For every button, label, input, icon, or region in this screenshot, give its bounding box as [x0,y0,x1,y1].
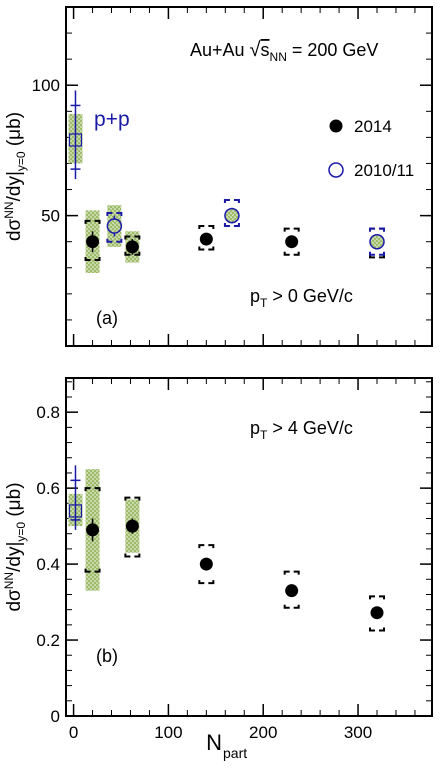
data-point-2014 [86,523,100,537]
point-2014-syst-cap-bottom-left [124,553,131,558]
point-2014-syst-cap-bottom-right [293,251,300,256]
panel-tag: (a) [96,308,118,328]
pt-cut-label: pT > 0 GeV/c [250,286,353,310]
point-2014-syst-cap-bottom-left [124,251,131,256]
x-tick-label: 200 [249,723,277,742]
point-2014-syst-cap-bottom-left [369,627,376,632]
collision-system-label: Au+Au √sNN = 200 GeV [190,39,378,64]
data-point-2014 [285,235,299,249]
point-2010-syst-cap-top-left [223,198,230,203]
point-2014-syst-cap-bottom-right [379,627,386,632]
data-point-2014 [199,557,213,571]
point-2010-syst-cap-bottom-left [223,223,230,228]
point-2014-syst-cap-top-left [283,227,290,232]
point-2014-syst-cap-bottom-left [198,246,205,251]
point-2014-syst-cap-top-right [134,496,141,501]
plot-frame [65,6,433,347]
point-2014-syst-cap-bottom-left [84,256,91,261]
point-2010-syst-cap-top-left [369,227,376,232]
point-2014-syst-cap-bottom-right [293,604,300,609]
point-2014-syst-cap-bottom-right [134,553,141,558]
point-2010-syst-cap-bottom-left [106,238,113,243]
y-tick-label: 0.4 [36,555,60,574]
data-point-2014 [199,232,213,246]
x-tick-label: 100 [154,723,182,742]
point-2014-syst-cap-top-right [208,544,215,549]
point-2014-syst-cap-top-left [369,595,376,600]
data-point-2010 [224,207,240,224]
data-point-2014 [370,606,384,620]
data-point-2014 [86,235,100,249]
x-axis-label-main: N [206,730,222,755]
point-2010-syst-cap-top-right [379,227,386,232]
point-2014-syst-cap-top-left [124,496,131,501]
panel-tag: (b) [96,646,118,666]
pp-marker [68,133,83,147]
y-axis-label: dσNN/dy|y=0 (μb) [2,482,28,611]
x-axis-title: N part [206,730,247,761]
point-2014-syst-cap-bottom-right [208,246,215,251]
legend-marker-filled-circle [329,119,343,133]
point-2014-syst-cap-bottom-left [84,568,91,573]
point-2014-syst-cap-top-right [94,487,101,492]
point-2010-syst-cap-top-left [106,212,113,217]
legend-label: 2010/11 [354,161,414,180]
point-2014-syst-cap-bottom-left [283,604,290,609]
point-2010-syst-cap-bottom-right [233,223,240,228]
pt-cut-label: pT > 4 GeV/c [250,418,353,442]
x-tick-label: 0 [69,723,78,742]
y-tick-label: 0.8 [36,403,60,422]
point-2014-syst-cap-top-right [94,219,101,224]
data-point-2014 [285,584,299,598]
data-point-2014 [125,240,139,254]
y-tick-label: 0.2 [36,631,60,650]
data-point-2010 [369,233,385,250]
point-2014-syst-cap-bottom-right [94,568,101,573]
point-2010-syst-cap-top-right [233,198,240,203]
point-2014-syst-cap-top-right [208,225,215,230]
legend-label: 2014 [354,117,392,136]
point-2014-syst-cap-bottom-right [94,256,101,261]
point-2014-syst-cap-top-left [124,235,131,240]
point-2010-syst-cap-bottom-right [379,251,386,256]
point-2010-syst-cap-bottom-left [369,251,376,256]
point-2014-syst-cap-bottom-right [134,251,141,256]
point-2014-syst-cap-top-right [134,235,141,240]
pp-label: p+p [94,108,130,131]
legend-marker-open-circle [328,162,344,178]
data-point-2010 [106,218,123,234]
point-2010-syst-cap-top-right [116,212,123,217]
point-2014-syst-cap-top-left [198,544,205,549]
point-2014-syst-cap-bottom-left [283,251,290,256]
plot-frame [65,377,433,717]
y-tick-label: 100 [32,76,60,95]
x-tick-label: 300 [344,723,372,742]
point-2014-syst-cap-top-left [198,225,205,230]
y-tick-label: 50 [41,207,60,226]
y-tick-label: 0 [51,707,60,726]
panel-b: 0 0.2 0.4 0.6 0.8 0 100 200 300 dσNN/dy|y=0 (μb) (… [2,377,433,742]
point-2014-syst-cap-top-right [379,595,386,600]
x-axis-label-sub: part [223,745,247,761]
point-2014-syst-cap-top-left [84,487,91,492]
point-2010-syst-cap-bottom-right [116,238,123,243]
point-2014-syst-cap-bottom-left [198,580,205,585]
point-2014-syst-cap-top-left [283,570,290,575]
point-2014-syst-cap-top-right [293,227,300,232]
point-2014-syst-cap-bottom-right [208,580,215,585]
pp-marker [68,504,83,518]
data-point-2014 [125,519,139,533]
y-tick-label: 0.6 [36,479,60,498]
point-2014-syst-cap-top-right [293,570,300,575]
point-2014-syst-cap-top-left [84,219,91,224]
y-axis-label: dσNN/dy|y=0 (μb) [2,112,28,241]
